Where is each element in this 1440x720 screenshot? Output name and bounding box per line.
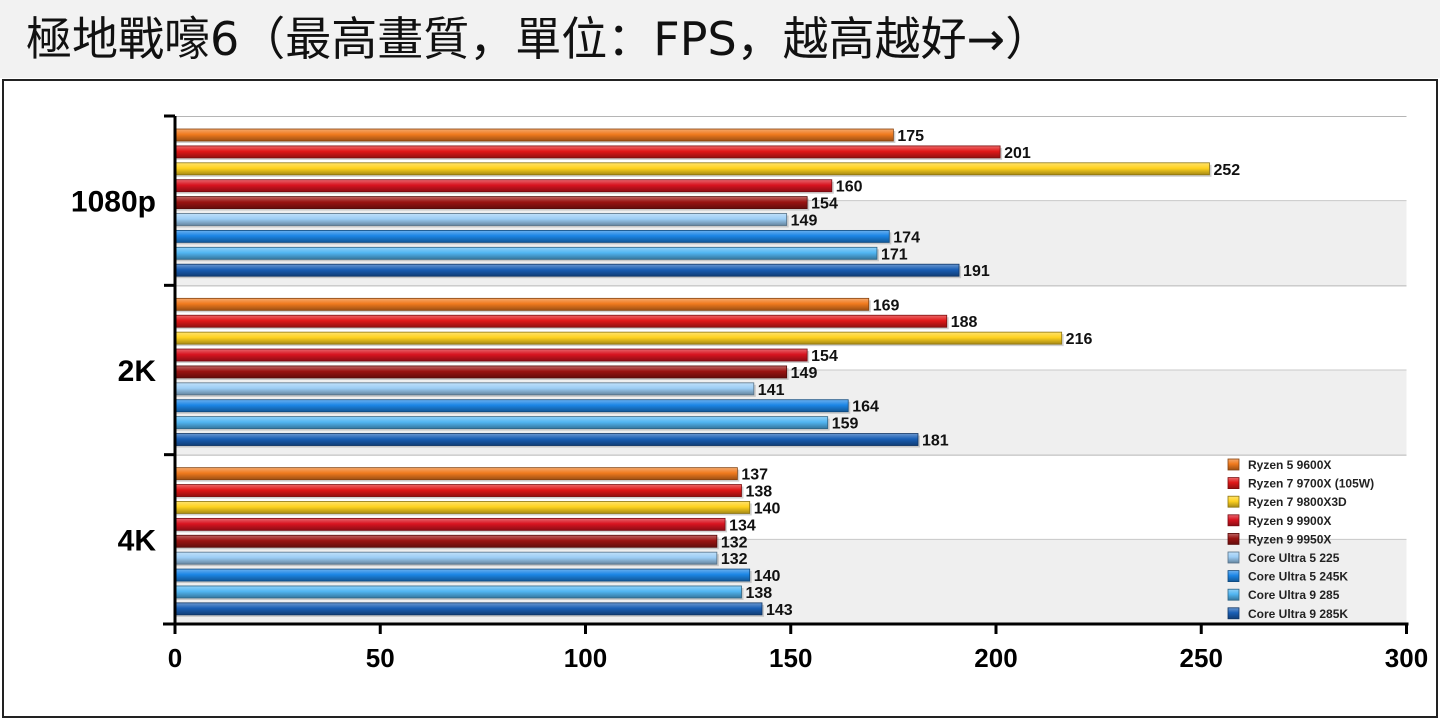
- bar-chart: 1752012521601541491741711911691882161541…: [71, 114, 1428, 673]
- bar: [174, 128, 894, 142]
- x-tick-label: 100: [564, 643, 607, 673]
- x-tick-label: 0: [168, 643, 182, 673]
- bar: [174, 602, 763, 616]
- bar: [174, 179, 833, 193]
- legend-label: Ryzen 9 9900X: [1248, 514, 1331, 528]
- bar: [174, 534, 718, 548]
- bar: [174, 501, 751, 514]
- bar: [174, 416, 829, 430]
- value-label: 169: [873, 297, 900, 314]
- x-tick-label: 150: [769, 643, 812, 673]
- bar: [174, 551, 718, 565]
- value-label: 252: [1213, 162, 1240, 179]
- bar: [174, 145, 1001, 159]
- value-label: 138: [745, 484, 772, 501]
- legend-label: Ryzen 7 9800X3D: [1248, 495, 1347, 509]
- value-label: 191: [963, 263, 990, 280]
- bar: [174, 382, 755, 396]
- legend-swatch: [1227, 495, 1240, 508]
- value-label: 143: [766, 602, 793, 619]
- legend-label: Core Ultra 9 285: [1248, 588, 1340, 602]
- value-label: 149: [791, 365, 818, 382]
- legend-swatch: [1227, 551, 1240, 564]
- bar: [174, 484, 742, 497]
- legend-label: Core Ultra 5 245K: [1248, 570, 1348, 584]
- value-label: 154: [811, 196, 838, 213]
- chart-title: 極地戰嚎6（最高畫質，單位：FPS，越高越好→）: [26, 12, 1052, 66]
- value-label: 132: [721, 534, 748, 551]
- value-label: 159: [832, 416, 859, 433]
- x-tick-label: 50: [366, 643, 395, 673]
- legend-label: Ryzen 5 9600X: [1248, 458, 1331, 472]
- chart-frame: 175 201 252 160 154 149 174 171 191 169 188 216 154 1…: [2, 79, 1438, 718]
- value-label: 149: [791, 213, 818, 230]
- title-bar: 極地戰嚎6（最高畫質，單位：FPS，越高越好→）: [0, 0, 1440, 78]
- bar: [174, 568, 751, 582]
- legend-swatch: [1227, 607, 1240, 620]
- bar: [174, 585, 742, 599]
- bar: [174, 314, 948, 328]
- bar: [174, 162, 1210, 176]
- legend-swatch: [1227, 477, 1240, 490]
- value-label: 164: [852, 399, 879, 416]
- bar: [174, 246, 878, 260]
- value-label: 132: [721, 551, 748, 568]
- legend-label: Core Ultra 9 285K: [1248, 607, 1348, 621]
- value-label: 216: [1066, 331, 1093, 348]
- category-label: 2K: [118, 355, 157, 388]
- legend-label: Core Ultra 5 225: [1248, 551, 1340, 565]
- legend-swatch: [1227, 514, 1240, 527]
- value-label: 138: [745, 585, 772, 602]
- bar: [174, 331, 1063, 345]
- value-label: 175: [897, 128, 924, 145]
- value-label: 154: [811, 348, 838, 365]
- legend-swatch: [1227, 532, 1240, 545]
- bar: [174, 517, 726, 531]
- x-tick-label: 300: [1385, 643, 1428, 673]
- bar: [174, 433, 919, 446]
- bar: [174, 196, 808, 209]
- value-label: 181: [922, 433, 949, 450]
- value-label: 141: [758, 382, 785, 399]
- value-label: 140: [754, 500, 781, 517]
- bar: [174, 399, 849, 413]
- category-label: 1080p: [71, 186, 156, 219]
- x-tick-label: 250: [1180, 643, 1223, 673]
- legend-swatch: [1227, 570, 1240, 583]
- bar: [174, 348, 808, 362]
- bar: [174, 467, 738, 481]
- bar: [174, 213, 788, 226]
- value-label: 137: [741, 467, 768, 484]
- value-label: 188: [951, 314, 978, 331]
- x-tick-label: 200: [974, 643, 1017, 673]
- bar: [174, 263, 960, 277]
- value-label: 174: [893, 229, 920, 246]
- value-label: 160: [836, 179, 863, 196]
- legend-swatch: [1227, 458, 1240, 471]
- bar: [174, 297, 870, 311]
- legend-swatch: [1227, 588, 1240, 601]
- legend-label: Ryzen 7 9700X (105W): [1248, 477, 1374, 491]
- category-label: 4K: [118, 524, 157, 557]
- bar: [174, 365, 788, 379]
- value-label: 171: [881, 246, 908, 263]
- value-label: 140: [754, 568, 781, 585]
- value-label: 201: [1004, 145, 1031, 162]
- legend-label: Ryzen 9 9950X: [1248, 532, 1331, 546]
- bar: [174, 229, 890, 243]
- value-label: 134: [729, 517, 756, 534]
